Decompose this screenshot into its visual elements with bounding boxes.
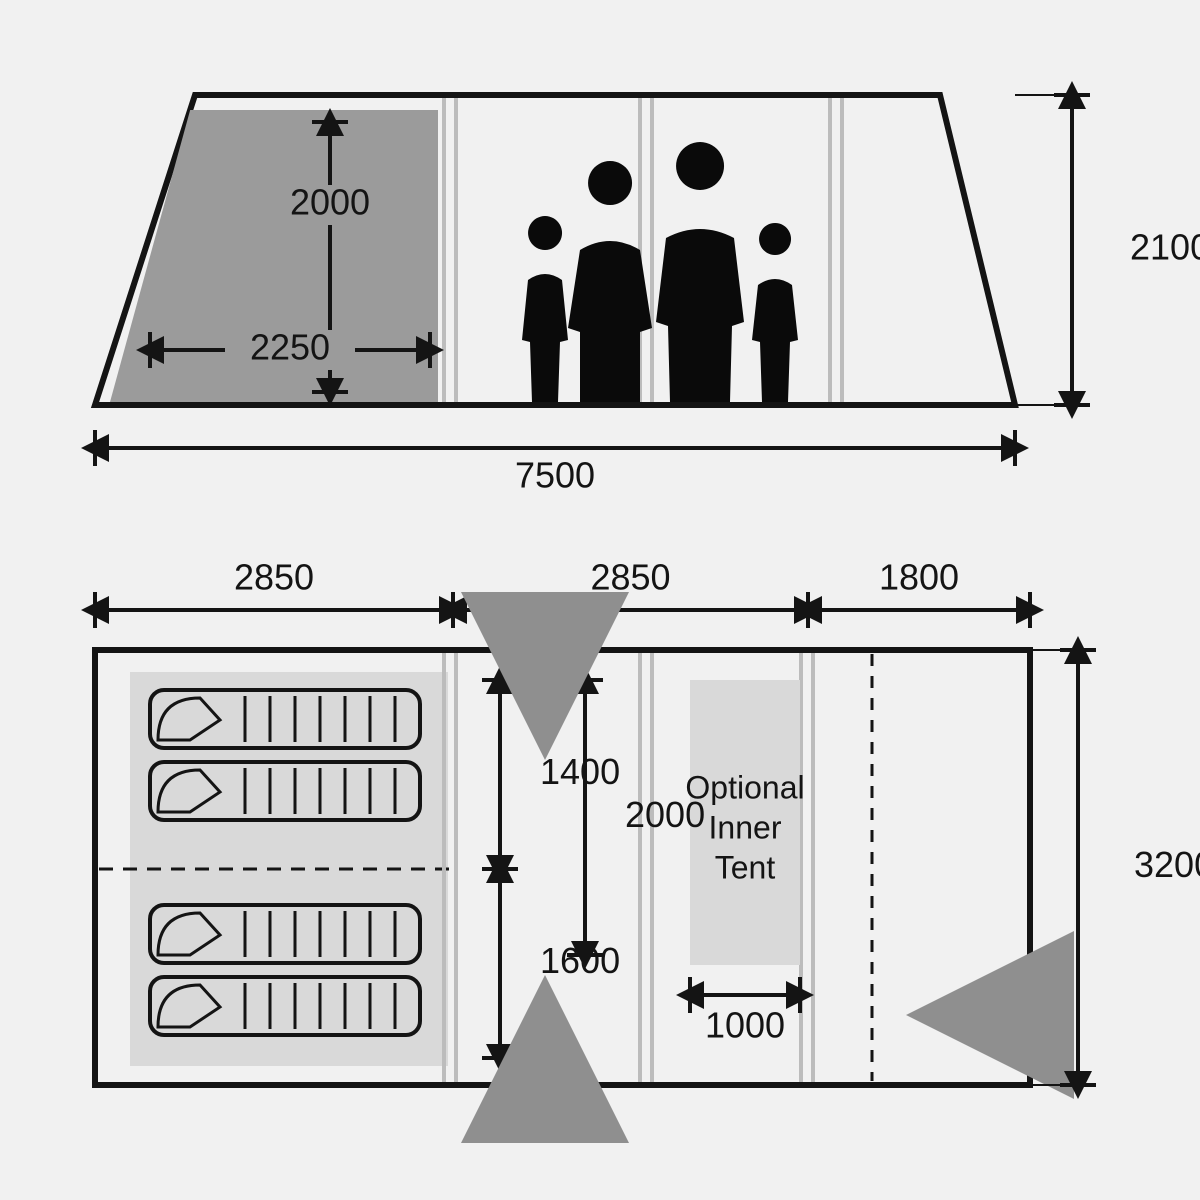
side-height-label: 2100: [1130, 227, 1200, 268]
seg-b-label: 2850: [590, 557, 670, 598]
floor-height-label: 3200: [1134, 844, 1200, 885]
family-silhouette: [522, 142, 798, 402]
optional-label: Inner: [709, 809, 782, 845]
seg-c-label: 1800: [879, 557, 959, 598]
seg-a-label: 2850: [234, 557, 314, 598]
optional-width-label: 1000: [705, 1005, 785, 1046]
door-top-label: 1400: [540, 751, 620, 792]
inner-height-label: 2000: [290, 182, 370, 223]
door-full-label: 2000: [625, 794, 705, 835]
side-width-label: 7500: [515, 455, 595, 496]
door-bottom-label: 1600: [540, 940, 620, 981]
inner-width-label: 2250: [250, 327, 330, 368]
optional-label: Tent: [715, 849, 776, 885]
